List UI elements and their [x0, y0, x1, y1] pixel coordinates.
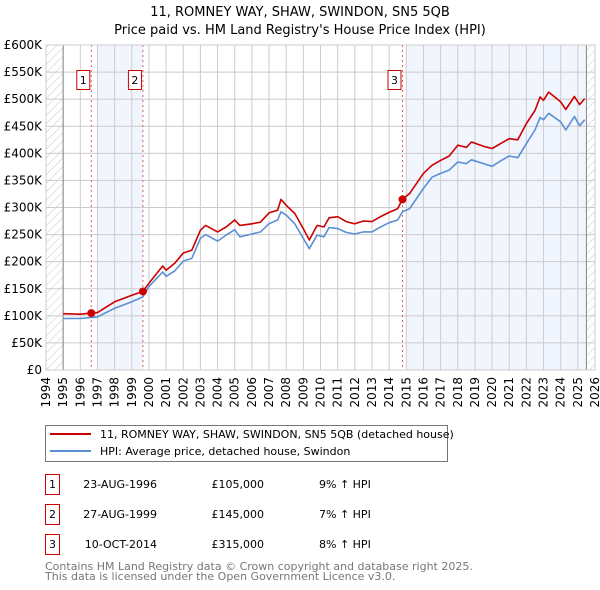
x-tick-label: 2023 — [537, 377, 551, 408]
x-tick-label: 2024 — [554, 377, 568, 408]
sale-date: 23-AUG-1996 — [83, 478, 157, 491]
x-tick-label: 1994 — [39, 377, 53, 408]
price-paid-line — [63, 91, 586, 315]
x-tick-label: 1995 — [56, 377, 70, 408]
hpi-difference: 9% ↑ HPI — [319, 478, 371, 491]
y-tick-label: £200K — [4, 255, 44, 269]
y-tick-label: £100K — [4, 309, 44, 323]
row-number-box — [45, 534, 60, 555]
sale-price: £145,000 — [212, 508, 265, 521]
plot-area: 1994 1995 1996 1997 1998 1999 2000 2001 2002 2003… — [4, 38, 600, 408]
x-tick-label: 2002 — [176, 377, 190, 408]
x-tick-label: 2010 — [314, 377, 328, 408]
sale-marker-box — [76, 70, 91, 90]
table-row: 3 10-OCT-2014 £315,000 8% ↑ HPI — [45, 534, 371, 555]
legend-label-price: 11, ROMNEY WAY, SHAW, SWINDON, SN5 5QB (… — [100, 428, 454, 441]
x-tick-label: 2025 — [571, 377, 585, 408]
sale-marker-label: 1 — [76, 70, 91, 90]
x-tick-label: 2012 — [348, 377, 362, 408]
y-tick-label: £150K — [4, 282, 44, 296]
x-tick-label: 2019 — [468, 377, 482, 408]
x-tick-label: 2018 — [451, 377, 465, 408]
row-number: 3 — [49, 538, 56, 551]
plot-border — [45, 44, 596, 371]
y-tick-label: £400K — [4, 146, 44, 160]
table-row: 1 23-AUG-1996 £105,000 9% ↑ HPI — [45, 474, 371, 495]
x-tick-label: 2004 — [211, 377, 225, 408]
x-tick-label: 2013 — [365, 377, 379, 408]
sale-price: £315,000 — [212, 538, 265, 551]
x-tick-label: 2003 — [193, 377, 207, 408]
y-tick-label: £500K — [4, 92, 44, 106]
sales-table: 1 23-AUG-1996 £105,000 9% ↑ HPI 2 27-AUG-1999… — [45, 474, 371, 555]
row-number: 1 — [49, 478, 56, 491]
x-tick-label: 1998 — [108, 377, 122, 408]
row-number: 2 — [49, 508, 56, 521]
chart-title: 11, ROMNEY WAY, SHAW, SWINDON, SN5 5QB — [150, 5, 450, 20]
x-tick-label: 2014 — [382, 377, 396, 408]
sale-price: £105,000 — [212, 478, 265, 491]
chart-subtitle: Price paid vs. HM Land Registry's House … — [114, 23, 486, 38]
sale-marker-number: 1 — [80, 74, 87, 87]
row-number-box — [45, 504, 60, 525]
sale-marker-box — [127, 70, 142, 90]
x-tick-label: 2000 — [142, 377, 156, 408]
legend: 11, ROMNEY WAY, SHAW, SWINDON, SN5 5QB (… — [45, 425, 454, 462]
sale-date: 10-OCT-2014 — [85, 538, 157, 551]
x-tick-label: 2017 — [434, 377, 448, 408]
y-tick-label: £450K — [4, 119, 44, 133]
x-tick-label: 1999 — [125, 377, 139, 408]
y-tick-label: £50K — [11, 336, 43, 350]
x-tick-label: 2015 — [399, 377, 413, 408]
x-tick-label: 2001 — [159, 377, 173, 408]
x-tick-label: 2006 — [245, 377, 259, 408]
hpi-difference: 8% ↑ HPI — [319, 538, 371, 551]
sale-marker-label: 2 — [127, 70, 142, 90]
sale-point — [138, 287, 147, 296]
hpi-line — [63, 112, 586, 320]
sale-date: 27-AUG-1999 — [83, 508, 157, 521]
x-tick-label: 2007 — [262, 377, 276, 408]
sale-marker-number: 2 — [131, 74, 138, 87]
sale-marker-box — [387, 70, 402, 90]
x-tick-label: 2005 — [228, 377, 242, 408]
table-row: 2 27-AUG-1999 £145,000 7% ↑ HPI — [45, 504, 371, 525]
x-tick-label: 2009 — [296, 377, 310, 408]
footer-line-1: Contains HM Land Registry data © Crown c… — [45, 560, 473, 573]
row-number-box — [45, 474, 60, 495]
legend-label-hpi: HPI: Average price, detached house, Swin… — [100, 445, 350, 458]
x-tick-label: 2016 — [416, 377, 430, 408]
legend-box — [45, 425, 448, 462]
x-tick-label: 2026 — [588, 377, 600, 408]
sale-marker-number: 3 — [391, 74, 398, 87]
y-tick-label: £550K — [4, 65, 44, 79]
x-tick-label: 2020 — [485, 377, 499, 408]
y-tick-label: £0 — [27, 363, 42, 377]
sale-point — [398, 195, 407, 204]
footer-line-2: This data is licensed under the Open Gov… — [44, 570, 395, 583]
x-tick-label: 2008 — [279, 377, 293, 408]
sale-marker-label: 3 — [387, 70, 402, 90]
hpi-difference: 7% ↑ HPI — [319, 508, 371, 521]
y-tick-label: £300K — [4, 201, 44, 215]
x-tick-label: 2011 — [331, 377, 345, 408]
sale-point — [87, 309, 96, 318]
x-tick-label: 2021 — [502, 377, 516, 408]
x-tick-label: 1997 — [90, 377, 104, 408]
y-tick-label: £600K — [4, 38, 44, 52]
y-tick-label: £250K — [4, 228, 44, 242]
x-tick-label: 1996 — [73, 377, 87, 408]
y-tick-label: £350K — [4, 173, 44, 187]
x-tick-label: 2022 — [519, 377, 533, 408]
